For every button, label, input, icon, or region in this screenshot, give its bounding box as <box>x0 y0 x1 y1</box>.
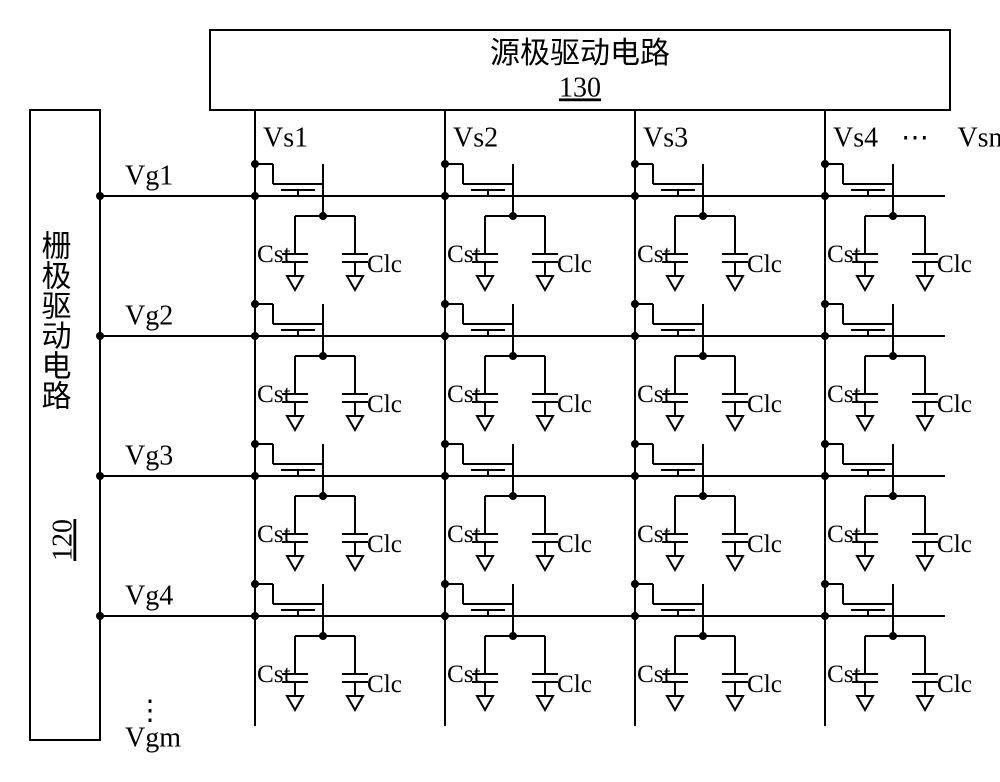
cst-label: Cst <box>447 521 481 548</box>
vsn-label: Vsn <box>957 122 1000 153</box>
gate-driver-ref: 120 <box>47 519 78 561</box>
gate-node-4 <box>96 612 104 620</box>
pixel-cell: Cst Clc <box>251 580 402 710</box>
pixel-cell: Cst Clc <box>441 440 592 570</box>
pixel-cell: Cst Clc <box>821 580 972 710</box>
source-driver-title: 源极驱动电路 <box>490 37 670 70</box>
pixel-cell: Cst Clc <box>821 300 972 430</box>
clc-label: Clc <box>747 391 782 418</box>
clc-label: Clc <box>367 671 402 698</box>
cst-label: Cst <box>257 381 291 408</box>
vs-label-4: Vs4 <box>833 122 878 153</box>
cst-label: Cst <box>257 661 291 688</box>
pixel-cell: Cst Clc <box>441 300 592 430</box>
clc-label: Clc <box>367 531 402 558</box>
cst-label: Cst <box>447 661 481 688</box>
clc-label: Clc <box>557 251 592 278</box>
vg-label-4: Vg4 <box>125 580 173 611</box>
clc-label: Clc <box>747 251 782 278</box>
vs-ellipsis: ⋯ <box>901 122 929 153</box>
clc-label: Clc <box>557 671 592 698</box>
vg-label-1: Vg1 <box>125 160 173 191</box>
vg-label-2: Vg2 <box>125 300 173 331</box>
clc-label: Clc <box>747 531 782 558</box>
cst-label: Cst <box>447 241 481 268</box>
pixel-cell: Cst Clc <box>821 440 972 570</box>
pixel-cell: Cst Clc <box>251 300 402 430</box>
cst-label: Cst <box>447 381 481 408</box>
clc-label: Clc <box>747 671 782 698</box>
pixel-cell: Cst Clc <box>251 440 402 570</box>
clc-label: Clc <box>937 391 972 418</box>
pixel-cell: Cst Clc <box>441 160 592 290</box>
pixel-cell: Cst Clc <box>631 580 782 710</box>
vgm-label: Vgm <box>125 722 181 753</box>
schematic-svg: 源极驱动电路130 栅极驱动电路 120 Vs1 Vs2 Vs3 Vs4 ⋯ Vsn Vg1 Vg2… <box>20 20 1000 762</box>
pixel-cell: Cst Clc <box>631 300 782 430</box>
vs-label-1: Vs1 <box>263 122 308 153</box>
vs-label-2: Vs2 <box>453 122 498 153</box>
clc-label: Clc <box>937 531 972 558</box>
cst-label: Cst <box>637 241 671 268</box>
pixel-cell: Cst Clc <box>251 160 402 290</box>
pixel-cell: Cst Clc <box>631 160 782 290</box>
clc-label: Clc <box>557 531 592 558</box>
pixel-cell: Cst Clc <box>631 440 782 570</box>
circuit-diagram: 源极驱动电路130 栅极驱动电路 120 Vs1 Vs2 Vs3 Vs4 ⋯ Vsn Vg1 Vg2… <box>20 20 1000 762</box>
source-driver-ref: 130 <box>559 72 601 103</box>
vs-label-3: Vs3 <box>643 122 688 153</box>
clc-label: Clc <box>937 251 972 278</box>
vg-label-3: Vg3 <box>125 440 173 471</box>
gate-node-2 <box>96 332 104 340</box>
cst-label: Cst <box>637 661 671 688</box>
cst-label: Cst <box>257 521 291 548</box>
clc-label: Clc <box>557 391 592 418</box>
cst-label: Cst <box>827 661 861 688</box>
cst-label: Cst <box>827 521 861 548</box>
gate-driver-title: 栅极驱动电路 <box>37 230 72 410</box>
clc-label: Clc <box>367 391 402 418</box>
pixel-cell: Cst Clc <box>821 160 972 290</box>
clc-label: Clc <box>367 251 402 278</box>
cst-label: Cst <box>637 381 671 408</box>
cst-label: Cst <box>827 381 861 408</box>
gate-driver-box <box>30 110 100 740</box>
pixel-cell: Cst Clc <box>441 580 592 710</box>
cst-label: Cst <box>637 521 671 548</box>
clc-label: Clc <box>937 671 972 698</box>
cst-label: Cst <box>257 241 291 268</box>
cst-label: Cst <box>827 241 861 268</box>
gate-node-3 <box>96 472 104 480</box>
gate-node-1 <box>96 192 104 200</box>
